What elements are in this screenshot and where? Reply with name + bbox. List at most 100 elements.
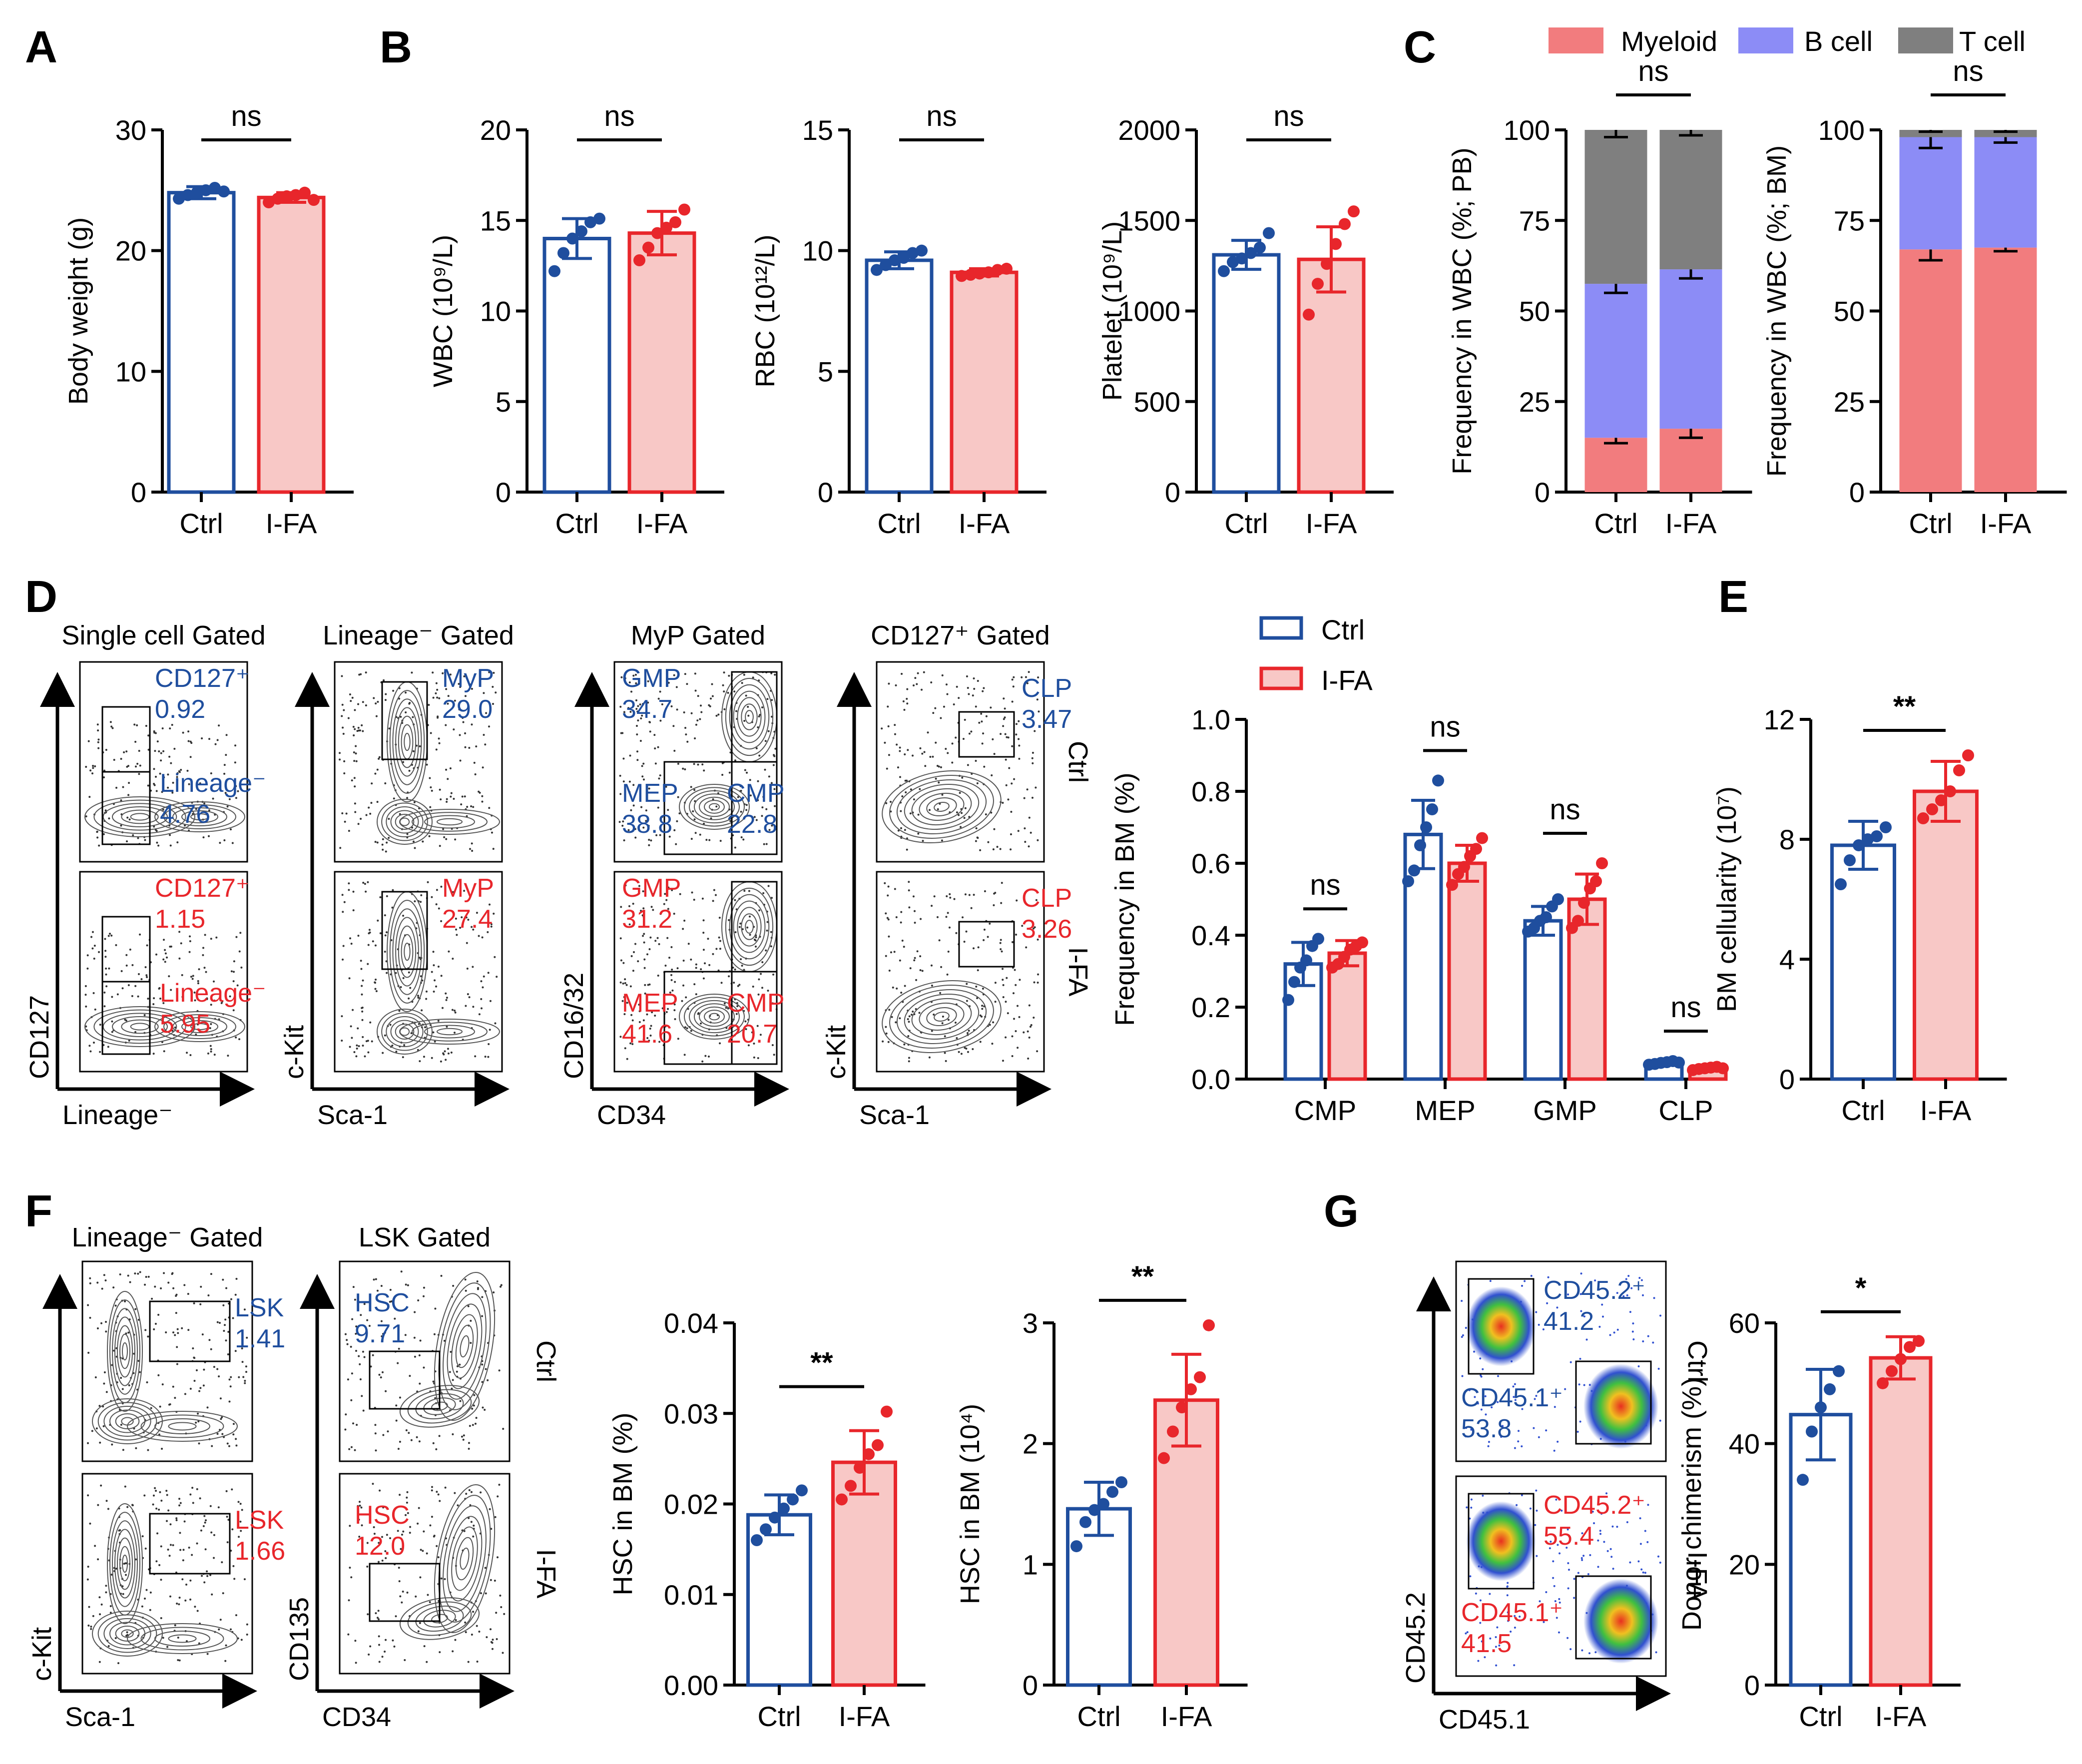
event-dot xyxy=(912,754,914,757)
event-dot xyxy=(200,1529,202,1532)
event-dot xyxy=(1029,1026,1032,1028)
data-point xyxy=(182,189,194,201)
event-dot xyxy=(749,794,752,797)
event-dot xyxy=(488,725,491,728)
event-dot xyxy=(408,971,410,974)
event-dot xyxy=(90,1628,92,1630)
event-dot xyxy=(160,1617,162,1619)
event-dot xyxy=(235,1036,237,1039)
event-dot xyxy=(360,960,362,962)
event-dot xyxy=(85,815,87,818)
event-dot xyxy=(449,1371,451,1373)
event-dot xyxy=(765,843,768,845)
event-dot xyxy=(210,1048,212,1051)
event-dot xyxy=(962,916,964,919)
data-point xyxy=(1944,785,1956,797)
event-dot xyxy=(913,959,916,962)
event-dot xyxy=(685,733,687,736)
event-dot xyxy=(234,1293,237,1296)
data-point xyxy=(1001,262,1013,275)
event-dot xyxy=(906,702,909,705)
event-dot xyxy=(972,1048,974,1051)
event-dot xyxy=(368,1325,371,1327)
data-point xyxy=(1312,933,1324,945)
event-dot xyxy=(452,1379,454,1381)
event-dot xyxy=(97,741,99,743)
event-dot xyxy=(107,1645,110,1648)
event-dot xyxy=(175,1519,178,1522)
event-dot xyxy=(103,1274,105,1276)
event-dot xyxy=(365,814,368,816)
event-dot xyxy=(462,1438,465,1441)
event-dot xyxy=(914,921,916,924)
event-dot xyxy=(364,1055,366,1058)
data-point xyxy=(1871,830,1883,842)
event-dot xyxy=(369,812,372,815)
event-dot xyxy=(348,830,350,832)
event-dot xyxy=(153,1328,155,1330)
event-dot xyxy=(226,805,229,808)
event-dot xyxy=(122,1449,124,1451)
event-dot xyxy=(456,1370,458,1373)
event-dot xyxy=(488,1043,490,1046)
data-point xyxy=(173,192,185,205)
event-dot xyxy=(941,1022,944,1025)
event-dot xyxy=(640,717,642,719)
event-dot xyxy=(1037,938,1039,941)
event-dot xyxy=(906,779,908,782)
event-dot xyxy=(420,901,422,903)
gate xyxy=(149,1513,231,1575)
event-dot xyxy=(189,1054,192,1056)
event-dot xyxy=(367,944,370,946)
event-dot xyxy=(189,756,192,758)
event-dot xyxy=(1589,1554,1591,1556)
data-point xyxy=(642,241,654,254)
event-dot xyxy=(350,1446,353,1448)
event-dot xyxy=(398,697,401,700)
event-dot xyxy=(620,959,622,962)
data-point xyxy=(1446,879,1458,891)
event-dot xyxy=(1545,1429,1548,1432)
event-dot xyxy=(1028,1036,1031,1039)
event-dot xyxy=(208,738,211,740)
event-dot xyxy=(459,1400,462,1402)
event-dot xyxy=(466,815,468,817)
event-dot xyxy=(408,1432,410,1434)
event-dot xyxy=(673,1003,676,1006)
event-dot xyxy=(647,825,650,827)
event-dot xyxy=(89,769,92,772)
event-dot xyxy=(903,1043,906,1046)
event-dot xyxy=(1481,1640,1483,1643)
event-dot xyxy=(903,946,905,948)
event-dot xyxy=(235,1277,238,1280)
event-dot xyxy=(178,931,181,933)
event-dot xyxy=(385,1639,387,1641)
event-dot xyxy=(1587,1573,1589,1576)
event-dot xyxy=(87,1494,89,1497)
event-dot xyxy=(979,849,982,851)
x-tick-label: Ctrl xyxy=(1799,1701,1842,1732)
event-dot xyxy=(145,976,148,978)
event-dot xyxy=(1013,778,1016,780)
event-dot xyxy=(920,918,922,920)
event-dot xyxy=(114,1304,117,1307)
event-dot xyxy=(495,691,497,694)
event-dot xyxy=(767,730,770,732)
event-dot xyxy=(975,760,977,762)
event-dot xyxy=(342,911,344,913)
data-point xyxy=(787,1493,799,1506)
event-dot xyxy=(745,694,747,697)
event-dot xyxy=(150,1407,152,1409)
contour-line xyxy=(399,1385,480,1428)
event-dot xyxy=(352,890,355,893)
event-dot xyxy=(1024,841,1027,843)
event-dot xyxy=(981,1005,984,1007)
event-dot xyxy=(137,995,139,998)
event-dot xyxy=(243,1578,246,1581)
y-axis-label: HSC in BM (%) xyxy=(608,1412,638,1595)
event-dot xyxy=(498,1369,501,1372)
contour-line xyxy=(919,792,965,821)
event-dot xyxy=(184,1599,187,1602)
event-dot xyxy=(900,921,902,924)
y-tick-label: 0.04 xyxy=(664,1307,718,1339)
